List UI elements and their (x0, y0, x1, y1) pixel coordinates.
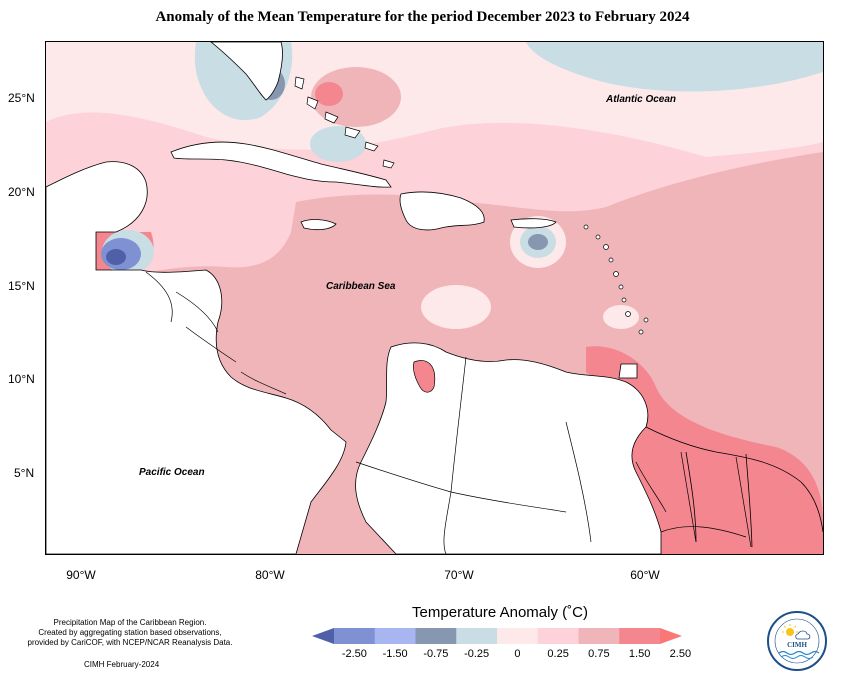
legend-cells (312, 628, 682, 644)
notes-date: CIMH February-2024 (84, 660, 160, 669)
legend-colorbar (312, 628, 682, 644)
legend-tick-label: 0 (514, 648, 521, 660)
notes-line: Precipitation Map of the Caribbean Regio… (53, 618, 207, 627)
legend-cell (619, 628, 661, 644)
map-notes: Precipitation Map of the Caribbean Regio… (10, 618, 250, 670)
lon-label: 80°W (255, 568, 285, 582)
anomaly-cell-very-cold (106, 249, 126, 265)
anomaly-map (46, 42, 823, 554)
anomaly-cell-light (603, 305, 639, 329)
country-borders (145, 271, 752, 554)
anomaly-cell-warm-bahamas (311, 67, 401, 127)
legend-tick-labels: -2.50 -1.50 -0.75 -0.25 0 0.25 0.75 1.50 2.50 (0, 648, 845, 664)
label-pacific-ocean: Pacific Ocean (139, 467, 205, 478)
legend-tick-label: 1.50 (628, 648, 651, 660)
legend-tick-label: -1.50 (382, 648, 408, 660)
map-title: Anomaly of the Mean Temperature for the … (155, 9, 690, 25)
legend-tick-label: 0.75 (588, 648, 610, 660)
legend-cell (578, 628, 620, 644)
anomaly-cell-hot (315, 82, 343, 106)
notes-line: Created by aggregating station based obs… (38, 628, 222, 637)
land-bahamas (294, 76, 395, 169)
legend-tick-label: -0.25 (464, 648, 490, 660)
land-lesser-antilles (583, 224, 649, 335)
lake-maracaibo (413, 360, 436, 393)
lat-label: 20°N (8, 185, 35, 199)
legend-cell (415, 628, 457, 644)
label-caribbean-sea: Caribbean Sea (326, 281, 396, 292)
legend-cell (374, 628, 416, 644)
legend-tick-label: -2.50 (341, 648, 367, 660)
land-guianas-outline (645, 426, 823, 548)
land-hispaniola (399, 191, 485, 231)
land-puerto-rico (510, 218, 557, 229)
legend-cell-min (312, 628, 334, 644)
anomaly-cell-cold (528, 234, 548, 250)
legend-cell (334, 628, 376, 644)
legend-tick-label: -0.75 (423, 648, 449, 660)
land-florida (210, 42, 283, 101)
logo-text: CIMH (787, 641, 807, 649)
legend-cell-max (660, 628, 682, 644)
legend-title: Temperature Anomaly (˚C) (412, 604, 588, 621)
lon-label: 60°W (630, 568, 660, 582)
lat-label: 5°N (14, 466, 35, 480)
lat-label: 10°N (8, 372, 35, 386)
label-atlantic-ocean: Atlantic Ocean (606, 94, 677, 105)
lon-label: 90°W (66, 568, 96, 582)
lon-label: 70°W (444, 568, 474, 582)
legend-tick-label: 0.25 (547, 648, 569, 660)
land-trinidad (618, 363, 638, 379)
anomaly-band-cool-atlantic (526, 42, 823, 92)
legend-cell (497, 628, 539, 644)
legend-cell (537, 628, 579, 644)
lat-label: 25°N (8, 91, 35, 105)
notes-line: provided by CariCOF, with NCEP/NCAR Rean… (27, 638, 233, 647)
land-jamaica (300, 219, 337, 231)
lat-label: 15°N (8, 279, 35, 293)
anomaly-cell-light (421, 285, 491, 329)
map-canvas (45, 41, 824, 555)
legend-cell (456, 628, 498, 644)
legend-tick-label: 2.50 (669, 648, 692, 660)
cimh-logo-icon: CIMH (767, 611, 827, 671)
land-cuba (170, 141, 392, 188)
land-central-america (46, 161, 347, 554)
